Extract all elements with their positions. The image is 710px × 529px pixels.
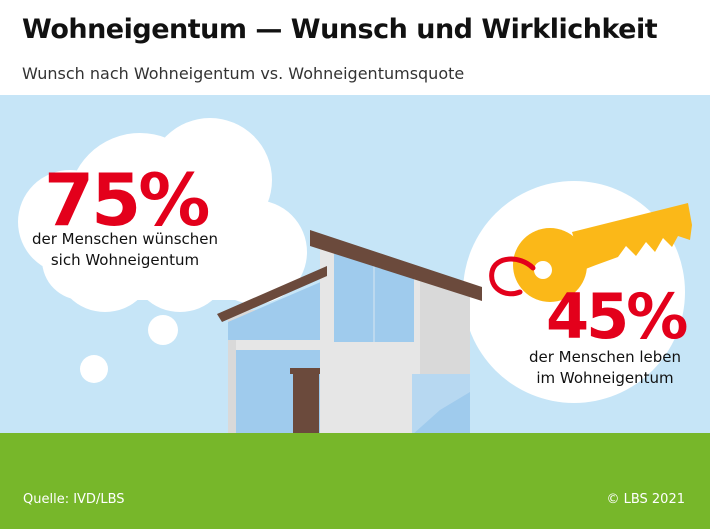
stat-reality-line2: im Wohneigentum	[536, 369, 674, 387]
page-title: Wohneigentum — Wunsch und Wirklichkeit	[22, 14, 658, 45]
stat-reality-line1: der Menschen leben	[528, 348, 682, 366]
stat-reality-value: 45%	[546, 280, 688, 353]
key-icon	[513, 203, 692, 302]
house-icon	[217, 230, 482, 435]
thought-cloud	[18, 118, 307, 312]
key-ring-icon	[489, 256, 536, 297]
thought-bubble-small	[80, 355, 108, 383]
stat-wish-value: 75%	[44, 158, 210, 242]
stat-reality-description: der Menschen leben im Wohneigentum	[510, 347, 700, 389]
grass-ground	[0, 433, 710, 529]
source-label: Quelle: IVD/LBS	[23, 492, 125, 507]
page-subtitle: Wunsch nach Wohneigentum vs. Wohneigentu…	[22, 64, 465, 83]
header: Wohneigentum — Wunsch und Wirklichkeit W…	[0, 0, 710, 95]
stat-wish-description: der Menschen wünschen sich Wohneigentum	[20, 229, 230, 271]
copyright-label: © LBS 2021	[606, 492, 685, 507]
stat-wish-line1: der Menschen wünschen	[31, 230, 219, 248]
stat-wish-line2: sich Wohneigentum	[50, 251, 200, 269]
thought-bubble-medium	[148, 315, 178, 345]
